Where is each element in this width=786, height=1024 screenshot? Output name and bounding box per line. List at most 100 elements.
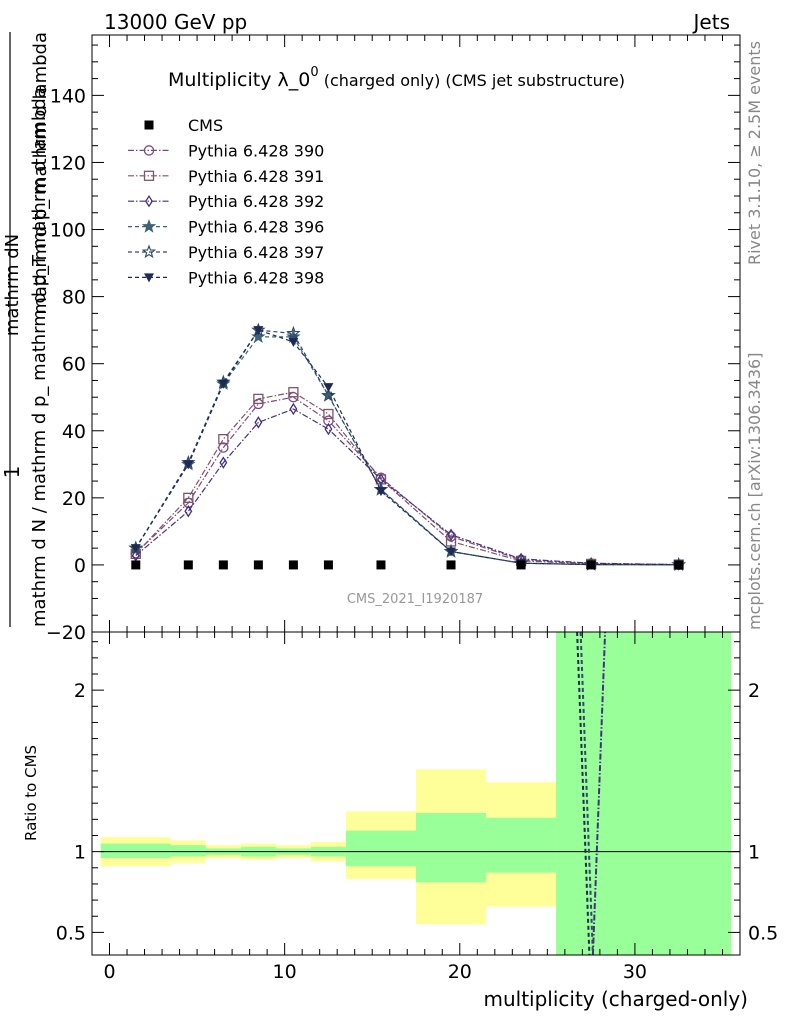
series-point (323, 415, 334, 426)
legend-marker (143, 170, 155, 181)
ratio-frame (91, 631, 741, 956)
series-line (135, 329, 679, 566)
data-point (674, 560, 684, 570)
data-point (586, 560, 596, 570)
legend-marker (145, 194, 153, 208)
legend-label: Pythia 6.428 396 (188, 218, 324, 237)
data-point (288, 560, 298, 570)
main-y-label: 1 mathrm d N / mathrm d p_ mathrm d p_T … (0, 32, 51, 627)
data-point (516, 560, 526, 570)
ratio-y-tick-label: 0.5 (56, 922, 86, 944)
legend-marker (141, 219, 157, 233)
legend-marker (141, 244, 157, 259)
series-3 (131, 402, 683, 571)
mcplots-label: mcplots.cern.ch [arXiv:1306.3436] (745, 353, 764, 630)
series-point (324, 422, 333, 436)
ratio-band-green (100, 843, 171, 859)
legend-item-cms: CMS (144, 116, 223, 135)
series-line (135, 391, 679, 566)
y-tick-label: 140 (50, 85, 86, 107)
ratio-y-tick-label: 1 (74, 842, 86, 864)
y-tick-label: 120 (50, 152, 86, 174)
series-point (251, 329, 266, 343)
legend-item: Pythia 6.428 391 (128, 167, 324, 186)
ratio-band-green (486, 817, 557, 873)
data-point (253, 560, 263, 570)
legend-label: Pythia 6.428 390 (188, 141, 324, 160)
data-series (131, 560, 684, 570)
ratio-band-green (556, 632, 732, 955)
series-point (218, 379, 229, 389)
title-main: Multiplicity λ_0 (168, 69, 310, 91)
series-line (135, 396, 679, 566)
data-point (131, 560, 141, 570)
legend-item: Pythia 6.428 392 (128, 192, 324, 211)
legend-item: Pythia 6.428 390 (128, 141, 324, 160)
legend-item: Pythia 6.428 398 (128, 268, 324, 287)
data-point (218, 560, 228, 570)
series-point (288, 387, 299, 398)
series-point (289, 402, 298, 416)
ratio-series-line (591, 631, 607, 956)
ratio-y-tick-label-right: 2 (748, 680, 760, 702)
plot-title: Multiplicity λ_00 (charged only) (CMS je… (168, 65, 625, 91)
header-right: Jets (692, 10, 730, 34)
series-point (446, 547, 457, 557)
ylabel-den2: mathrm d N / mathrm d p_ mathrm d p_T ma… (29, 87, 50, 627)
x-axis-label: multiplicity (charged-only) (483, 987, 748, 1011)
y-tick-label: 20 (62, 488, 86, 510)
series-point (288, 337, 299, 347)
series-point (184, 505, 193, 518)
data-point (446, 560, 456, 570)
legend-label: Pythia 6.428 397 (188, 243, 324, 262)
ratio-y-label: Ratio to CMS (22, 745, 40, 841)
x-tick-label: 0 (103, 961, 115, 983)
y-tick-label: 80 (62, 287, 86, 309)
main-panel: −20 0 20 40 60 80 100 120 140 (46, 34, 741, 644)
series-6 (130, 326, 684, 570)
ratio-band-green (170, 845, 206, 857)
y-tick-label: 40 (62, 421, 86, 443)
series-line (135, 329, 679, 566)
ratio-band-green (416, 812, 487, 883)
series-point (286, 325, 301, 340)
series-point (253, 393, 264, 405)
title-note: (charged only) (CMS jet substructure) (319, 71, 625, 90)
y-tick-label: 100 (50, 220, 86, 242)
ylabel-num: mathrm dN (2, 234, 23, 336)
series-point (254, 416, 263, 429)
x-tick-label: 10 (273, 961, 297, 983)
legend-marker (144, 273, 154, 283)
legend: CMS Pythia 6.428 390 Pythia 6.428 391 Pythi… (128, 116, 324, 287)
x-tick-label: 30 (623, 961, 647, 983)
series-point (183, 492, 194, 503)
title-sup: 0 (310, 65, 318, 80)
data-point (323, 560, 333, 570)
legend-marker (144, 120, 154, 130)
analysis-watermark: CMS_2021_I1920187 (347, 592, 483, 607)
legend-item: Pythia 6.428 396 (128, 218, 324, 237)
data-point (183, 560, 193, 570)
y-tick-label: −20 (46, 622, 86, 644)
series-point (375, 487, 386, 497)
ratio-series-line (576, 631, 591, 956)
series-point (447, 528, 455, 541)
series-point (323, 408, 334, 420)
ylabel-den1: mathrm d p_ mathrm d lambda (30, 32, 51, 315)
x-tick-label: 20 (448, 961, 472, 983)
legend-label: Pythia 6.428 398 (188, 268, 324, 287)
legend-marker (143, 145, 155, 156)
ratio-series-line (579, 631, 594, 956)
data-point (376, 560, 386, 570)
ratio-band-green (345, 830, 416, 867)
y-tick-label: 0 (74, 555, 86, 577)
series-point (219, 456, 228, 469)
legend-item: Pythia 6.428 397 (128, 243, 324, 262)
ratio-y-tick-label-right: 1 (748, 842, 760, 864)
series-point (323, 383, 334, 393)
series-point (218, 433, 229, 445)
legend-label: Pythia 6.428 391 (188, 167, 324, 186)
rivet-label: Rivet 3.1.10, ≥ 2.5M events (745, 41, 764, 265)
series-2 (130, 387, 684, 570)
